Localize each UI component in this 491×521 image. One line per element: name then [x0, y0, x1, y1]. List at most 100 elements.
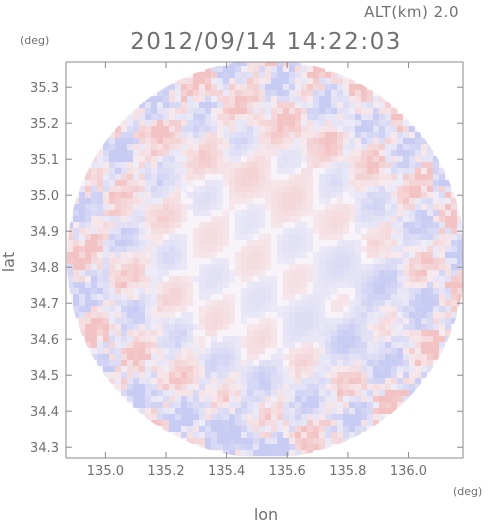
- field-cell: [373, 264, 379, 270]
- field-cell: [331, 204, 337, 210]
- field-cell: [91, 246, 97, 252]
- field-cell: [181, 384, 187, 390]
- field-cell: [337, 114, 343, 120]
- field-cell: [103, 348, 109, 354]
- field-cell: [361, 150, 367, 156]
- field-cell: [379, 408, 385, 414]
- field-cell: [157, 420, 163, 426]
- field-cell: [79, 282, 85, 288]
- field-cell: [115, 180, 121, 186]
- field-cell: [283, 438, 289, 444]
- field-cell: [367, 384, 373, 390]
- field-cell: [271, 282, 277, 288]
- field-cell: [385, 168, 391, 174]
- field-cell: [301, 306, 307, 312]
- field-cell: [307, 450, 313, 456]
- field-cell: [199, 390, 205, 396]
- field-cell: [415, 240, 421, 246]
- field-cell: [337, 234, 343, 240]
- field-cell: [235, 84, 241, 90]
- field-cell: [373, 420, 379, 426]
- field-cell: [229, 96, 235, 102]
- field-cell: [157, 300, 163, 306]
- field-cell: [205, 330, 211, 336]
- field-cell: [217, 408, 223, 414]
- field-cell: [253, 444, 259, 450]
- field-cell: [241, 66, 247, 72]
- field-cell: [181, 408, 187, 414]
- field-cell: [211, 120, 217, 126]
- field-cell: [163, 354, 169, 360]
- field-cell: [235, 210, 241, 216]
- y-tick-label: 34.9: [30, 225, 59, 240]
- field-cell: [415, 192, 421, 198]
- field-cell: [223, 90, 229, 96]
- field-cell: [169, 384, 175, 390]
- field-cell: [343, 228, 349, 234]
- field-cell: [367, 324, 373, 330]
- field-cell: [283, 216, 289, 222]
- field-cell: [79, 270, 85, 276]
- field-cell: [103, 228, 109, 234]
- field-cell: [217, 138, 223, 144]
- field-cell: [295, 384, 301, 390]
- field-cell: [223, 342, 229, 348]
- field-cell: [223, 366, 229, 372]
- field-cell: [145, 312, 151, 318]
- field-cell: [121, 336, 127, 342]
- field-cell: [259, 378, 265, 384]
- field-cell: [421, 270, 427, 276]
- field-cell: [457, 258, 463, 264]
- field-cell: [427, 342, 433, 348]
- field-cell: [265, 246, 271, 252]
- field-cell: [145, 390, 151, 396]
- field-cell: [355, 432, 361, 438]
- field-cell: [361, 84, 367, 90]
- field-cell: [331, 396, 337, 402]
- field-cell: [73, 198, 79, 204]
- field-cell: [367, 222, 373, 228]
- field-cell: [103, 258, 109, 264]
- field-cell: [229, 168, 235, 174]
- field-cell: [349, 186, 355, 192]
- field-cell: [181, 288, 187, 294]
- field-cell: [127, 336, 133, 342]
- field-cell: [67, 282, 73, 288]
- field-cell: [337, 138, 343, 144]
- field-cell: [307, 96, 313, 102]
- field-cell: [361, 276, 367, 282]
- field-cell: [445, 258, 451, 264]
- field-cell: [331, 288, 337, 294]
- field-cell: [337, 294, 343, 300]
- field-cell: [265, 168, 271, 174]
- field-cell: [229, 180, 235, 186]
- field-cell: [121, 204, 127, 210]
- field-cell: [145, 192, 151, 198]
- field-cell: [397, 372, 403, 378]
- field-cell: [331, 162, 337, 168]
- field-cell: [343, 330, 349, 336]
- field-cell: [379, 192, 385, 198]
- field-cell: [379, 186, 385, 192]
- field-cell: [223, 114, 229, 120]
- field-cell: [211, 300, 217, 306]
- field-cell: [229, 276, 235, 282]
- field-cell: [145, 264, 151, 270]
- field-cell: [169, 300, 175, 306]
- field-cell: [301, 228, 307, 234]
- field-cell: [409, 270, 415, 276]
- field-cell: [439, 216, 445, 222]
- field-cell: [355, 222, 361, 228]
- field-cell: [97, 204, 103, 210]
- field-cell: [301, 90, 307, 96]
- field-cell: [433, 282, 439, 288]
- field-cell: [247, 96, 253, 102]
- field-cell: [325, 246, 331, 252]
- field-cell: [253, 66, 259, 72]
- field-cell: [289, 390, 295, 396]
- field-cell: [283, 414, 289, 420]
- field-cell: [367, 234, 373, 240]
- field-cell: [385, 198, 391, 204]
- field-cell: [313, 306, 319, 312]
- field-cell: [259, 420, 265, 426]
